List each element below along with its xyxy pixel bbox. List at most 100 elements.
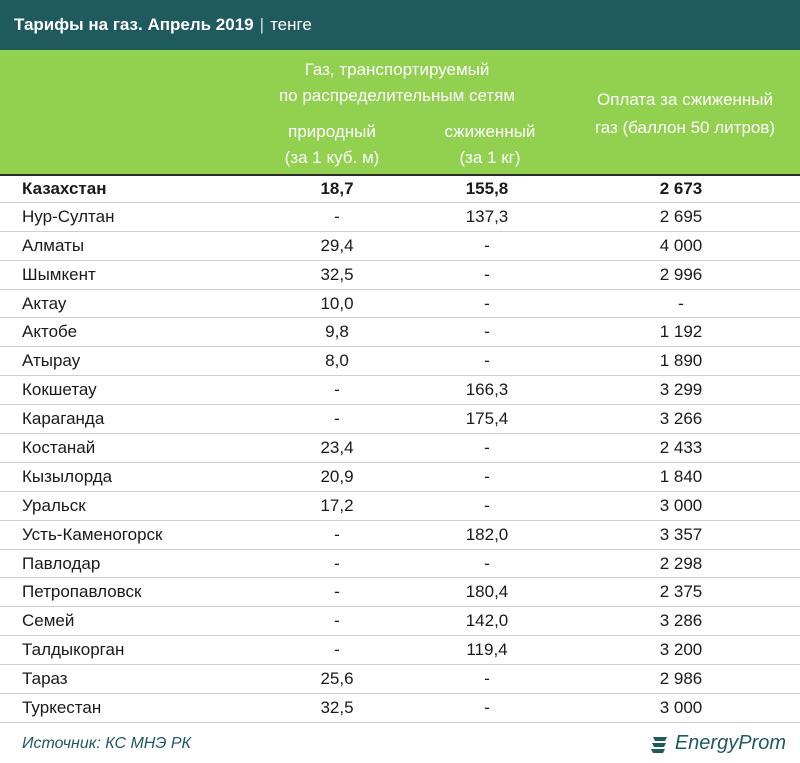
balloon-price-cell: 3 000	[659, 495, 703, 515]
energyprom-logo: EnergyProm	[649, 732, 786, 755]
liquefied-gas-cell: 166,3	[465, 380, 509, 400]
natural-gas-cell: -	[334, 640, 340, 660]
header-liquefied-line1: сжиженный	[444, 122, 536, 141]
natural-gas-cell: 18,7	[320, 178, 354, 198]
currency-unit: тенге	[270, 15, 312, 34]
balloon-price-cell: 2 986	[659, 669, 703, 689]
liquefied-gas-cell: -	[484, 235, 490, 255]
city-cell: Петропавловск	[22, 582, 142, 602]
source-note: Источник: КС МНЭ РК	[22, 734, 191, 752]
city-cell: Уральск	[22, 495, 86, 515]
table-row: Актобе 9,8 - 1 192	[0, 318, 800, 348]
liquefied-gas-cell: -	[484, 264, 490, 284]
tariff-table: Казахстан 18,7 155,8 2 673 Нур-Султан - 137,3 2…	[0, 174, 800, 723]
balloon-price-cell: 3 000	[659, 697, 703, 717]
natural-gas-cell: 25,6	[320, 669, 354, 689]
natural-gas-cell: 10,0	[320, 293, 354, 313]
balloon-price-cell: 2 433	[659, 437, 703, 457]
natural-gas-cell: 23,4	[320, 437, 354, 457]
city-cell: Казахстан	[22, 178, 107, 198]
table-row: Кызылорда 20,9 - 1 840	[0, 463, 800, 492]
natural-gas-cell: -	[334, 380, 340, 400]
city-cell: Караганда	[22, 409, 105, 429]
liquefied-gas-cell: 180,4	[465, 582, 509, 602]
table-row: Семей - 142,0 3 286	[0, 607, 800, 637]
balloon-price-cell: 3 357	[659, 524, 703, 544]
header-liquefied-line2: (за 1 кг)	[459, 148, 521, 167]
liquefied-gas-cell: 155,8	[465, 178, 509, 198]
natural-gas-cell: -	[334, 582, 340, 602]
city-cell: Костанай	[22, 437, 96, 457]
table-row: Петропавловск - 180,4 2 375	[0, 578, 800, 608]
liquefied-gas-cell: 142,0	[465, 611, 509, 631]
balloon-price-cell: 1 192	[659, 322, 703, 342]
table-row: Алматы 29,4 - 4 000	[0, 232, 800, 261]
city-cell: Актобе	[22, 322, 78, 342]
liquefied-gas-cell: -	[484, 293, 490, 313]
header-natural-line2: (за 1 куб. м)	[284, 148, 380, 167]
natural-gas-cell: 8,0	[325, 351, 349, 371]
natural-gas-cell: 20,9	[320, 466, 354, 486]
city-cell: Нур-Султан	[22, 206, 115, 226]
natural-gas-cell: -	[334, 611, 340, 631]
city-cell: Актау	[22, 293, 67, 313]
liquefied-gas-cell: -	[484, 697, 490, 717]
liquefied-gas-cell: -	[484, 495, 490, 515]
natural-gas-cell: -	[334, 524, 340, 544]
city-cell: Туркестан	[22, 697, 102, 717]
title-bar: Тарифы на газ. Апрель 2019 | тенге	[0, 0, 800, 50]
liquefied-gas-cell: 137,3	[465, 206, 509, 226]
city-cell: Семей	[22, 611, 75, 631]
table-header: Газ, транспортируемый по распределительн…	[0, 50, 800, 174]
table-row: Шымкент 32,5 - 2 996	[0, 261, 800, 290]
city-cell: Усть-Каменогорск	[22, 524, 163, 544]
liquefied-gas-cell: 182,0	[465, 524, 509, 544]
balloon-price-cell: 2 996	[659, 264, 703, 284]
natural-gas-cell: -	[334, 409, 340, 429]
table-row: Костанай 23,4 - 2 433	[0, 434, 800, 463]
table-row: Актау 10,0 - -	[0, 290, 800, 319]
header-natural-line1: природный	[288, 122, 376, 141]
balloon-price-cell: 1 890	[659, 351, 703, 371]
natural-gas-cell: -	[334, 206, 340, 226]
city-cell: Кокшетау	[22, 380, 97, 400]
title-separator: |	[259, 15, 265, 34]
table-row: Туркестан 32,5 - 3 000	[0, 694, 800, 723]
liquefied-gas-cell: -	[484, 669, 490, 689]
balloon-price-cell: 2 673	[659, 178, 703, 198]
page-title: Тарифы на газ. Апрель 2019	[14, 15, 254, 34]
liquefied-gas-cell: -	[484, 437, 490, 457]
table-row: Кокшетау - 166,3 3 299	[0, 376, 800, 406]
table-row: Павлодар - - 2 298	[0, 550, 800, 579]
balloon-price-cell: 2 695	[659, 206, 703, 226]
liquefied-gas-cell: -	[484, 553, 490, 573]
balloon-price-cell: -	[678, 293, 684, 313]
balloon-price-cell: 3 200	[659, 640, 703, 660]
balloon-price-cell: 2 298	[659, 553, 703, 573]
natural-gas-cell: -	[334, 553, 340, 573]
header-group-line2: по распределительным сетям	[278, 86, 516, 105]
balloon-price-cell: 1 840	[659, 466, 703, 486]
city-cell: Кызылорда	[22, 466, 113, 486]
balloon-price-cell: 4 000	[659, 235, 703, 255]
city-cell: Шымкент	[22, 264, 96, 284]
liquefied-gas-cell: 119,4	[466, 640, 508, 660]
table-row: Караганда - 175,4 3 266	[0, 405, 800, 435]
city-cell: Талдыкорган	[22, 640, 125, 660]
header-balloon-line1: Оплата за сжиженный	[596, 90, 774, 109]
table-row: Усть-Каменогорск - 182,0 3 357	[0, 521, 800, 550]
natural-gas-cell: 32,5	[320, 697, 354, 717]
balloon-price-cell: 3 299	[659, 380, 703, 400]
natural-gas-cell: 29,4	[320, 235, 354, 255]
balloon-price-cell: 2 375	[659, 582, 703, 602]
table-row: Нур-Султан - 137,3 2 695	[0, 203, 800, 232]
city-cell: Атырау	[22, 351, 81, 371]
balloon-price-cell: 3 266	[659, 409, 703, 429]
footer: Источник: КС МНЭ РК EnergyProm	[0, 724, 800, 763]
table-row: Уральск 17,2 - 3 000	[0, 492, 800, 521]
natural-gas-cell: 17,2	[320, 495, 354, 515]
table-row: Атырау 8,0 - 1 890	[0, 347, 800, 377]
header-group-line1: Газ, транспортируемый	[304, 60, 490, 79]
balloon-price-cell: 3 286	[659, 611, 703, 631]
liquefied-gas-cell: 175,4	[465, 409, 509, 429]
